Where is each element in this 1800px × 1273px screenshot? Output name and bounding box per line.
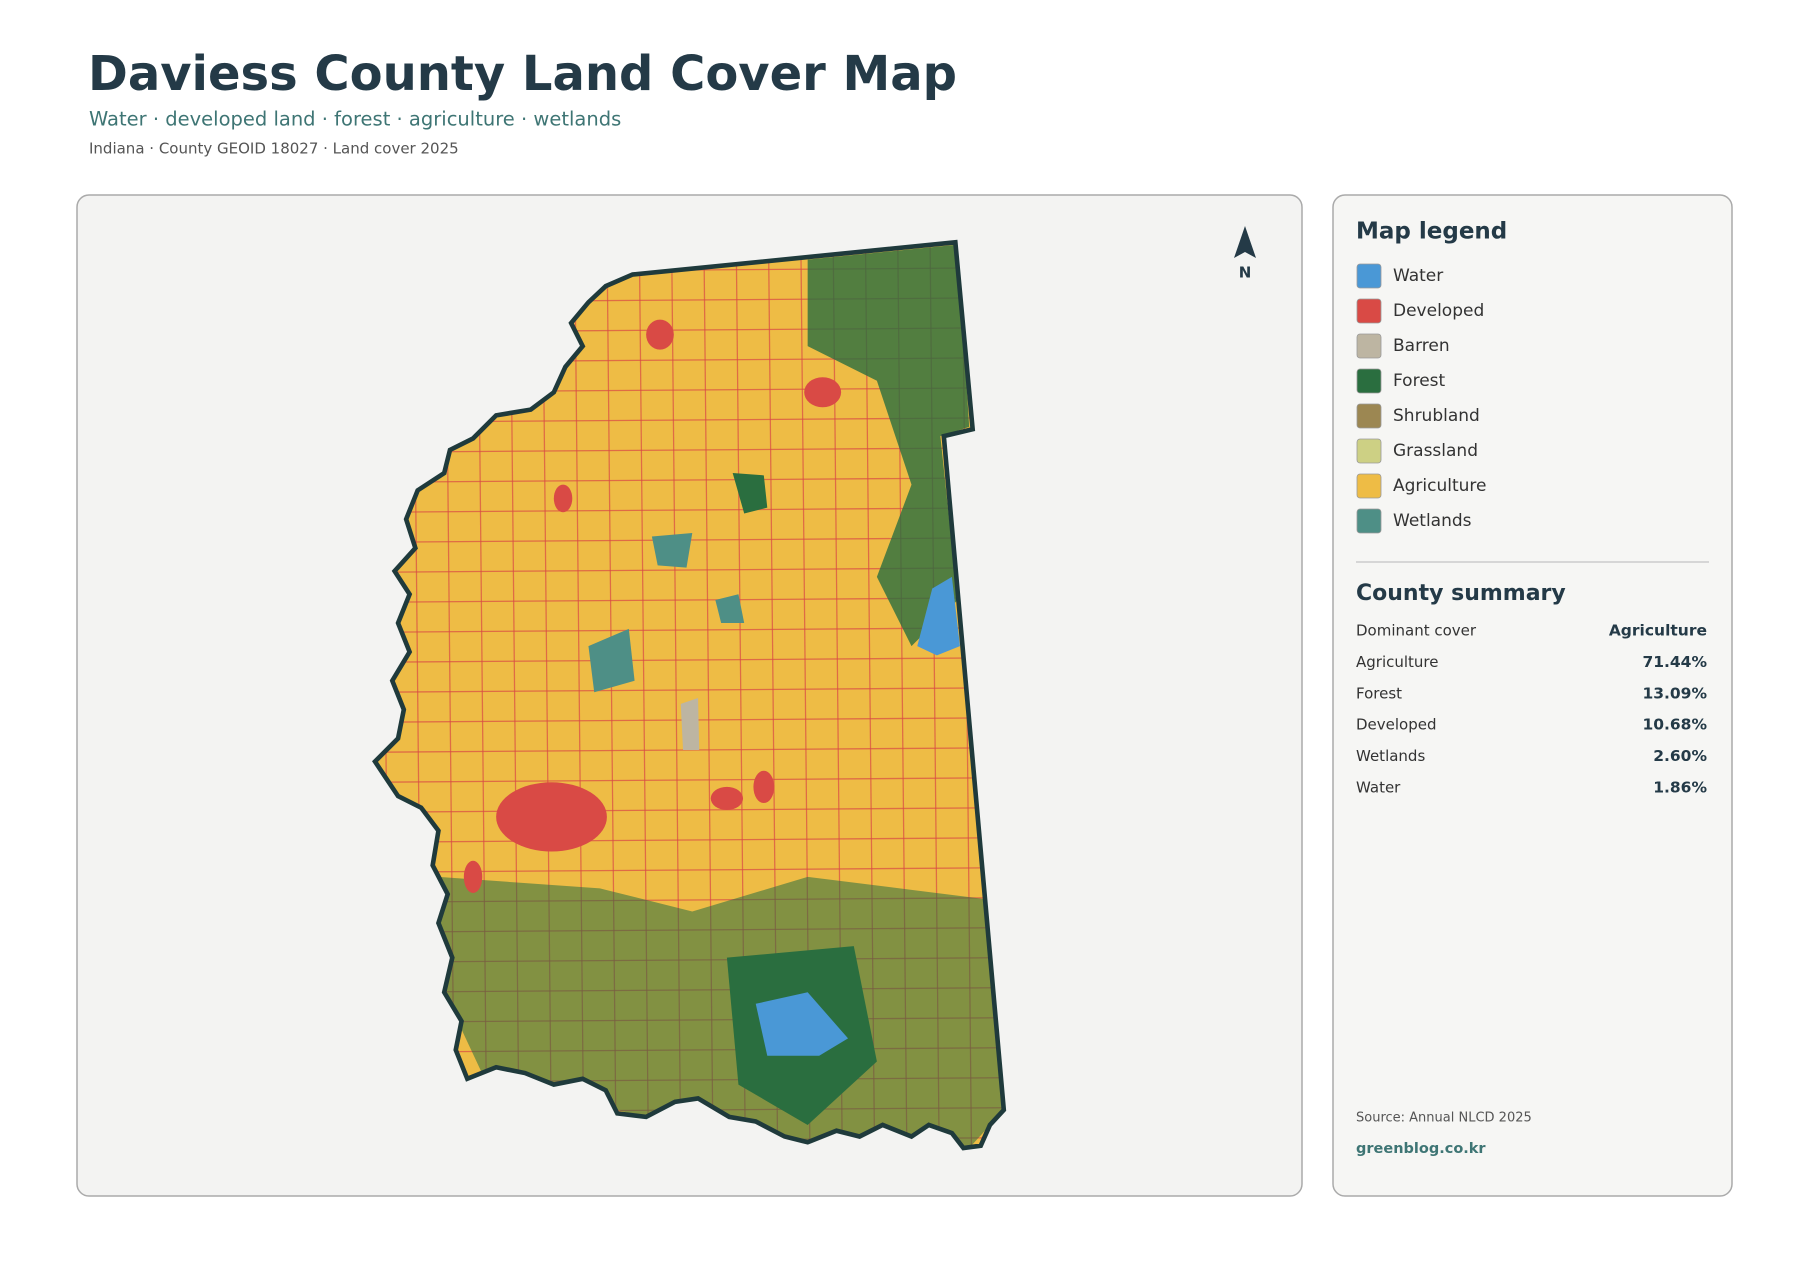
road (374, 657, 1004, 663)
legend-label: Shrubland (1393, 406, 1480, 426)
legend-label: Water (1393, 266, 1443, 286)
summary-value: 1.86% (1653, 779, 1707, 797)
legend-label: Forest (1393, 371, 1446, 391)
legend-label: Developed (1393, 301, 1484, 321)
legend-swatch (1356, 333, 1382, 359)
road (374, 777, 1004, 783)
town (553, 484, 573, 513)
legend-swatch (1356, 473, 1382, 499)
barren-patch (680, 698, 700, 750)
summary-label: Developed (1356, 716, 1437, 734)
summary: Dominant cover Agriculture Agriculture 71.4… (1356, 622, 1707, 797)
road (374, 477, 1004, 483)
lake (755, 992, 849, 1056)
legend-label: Wetlands (1393, 511, 1472, 531)
legend-swatch (1356, 298, 1382, 324)
summary-label: Forest (1356, 684, 1402, 702)
title: Daviess County Land Cover Map (88, 46, 957, 102)
summary-value: 71.44% (1642, 653, 1707, 671)
legend-swatch (1356, 263, 1382, 289)
summary-label: Wetlands (1356, 747, 1425, 765)
city (496, 782, 607, 852)
town (646, 319, 674, 350)
town (753, 770, 775, 804)
summary-label: Water (1356, 779, 1401, 797)
town (804, 377, 842, 408)
meta: Indiana · County GEOID 18027 · Land cove… (89, 140, 459, 158)
summary-label: Dominant cover (1356, 622, 1477, 640)
town (463, 860, 483, 894)
forest-patch (807, 244, 970, 647)
road (374, 687, 1004, 693)
website: greenblog.co.kr (1356, 1141, 1486, 1157)
wetland-patch (588, 628, 635, 693)
road (374, 837, 1004, 843)
legend-swatch (1356, 403, 1382, 429)
legend-label: Agriculture (1393, 476, 1487, 496)
legend-title: Map legend (1356, 219, 1507, 245)
north-arrow (1234, 226, 1256, 258)
summary-value: 10.68% (1642, 716, 1707, 734)
summary-value: 2.60% (1653, 747, 1707, 765)
legend-swatch (1356, 438, 1382, 464)
forest-patch (732, 473, 768, 514)
north-label: N (1239, 264, 1252, 282)
wetland-patch (651, 533, 693, 568)
town (710, 786, 744, 810)
summary-value: Agriculture (1609, 622, 1707, 640)
summary-title: County summary (1356, 581, 1566, 606)
legend: Water Developed Barren Forest Shrubland Grass… (1356, 263, 1487, 534)
summary-label: Agriculture (1356, 653, 1439, 671)
lake (917, 576, 960, 656)
road (374, 807, 1004, 813)
legend-swatch (1356, 368, 1382, 394)
subtitle: Water · developed land · forest · agricu… (89, 108, 621, 131)
wetland-patch (715, 594, 745, 624)
legend-label: Grassland (1393, 441, 1478, 461)
legend-label: Barren (1393, 336, 1450, 356)
side-panel (1332, 194, 1733, 1197)
legend-swatch (1356, 508, 1382, 534)
source: Source: Annual NLCD 2025 (1356, 1111, 1532, 1126)
summary-value: 13.09% (1642, 684, 1707, 702)
